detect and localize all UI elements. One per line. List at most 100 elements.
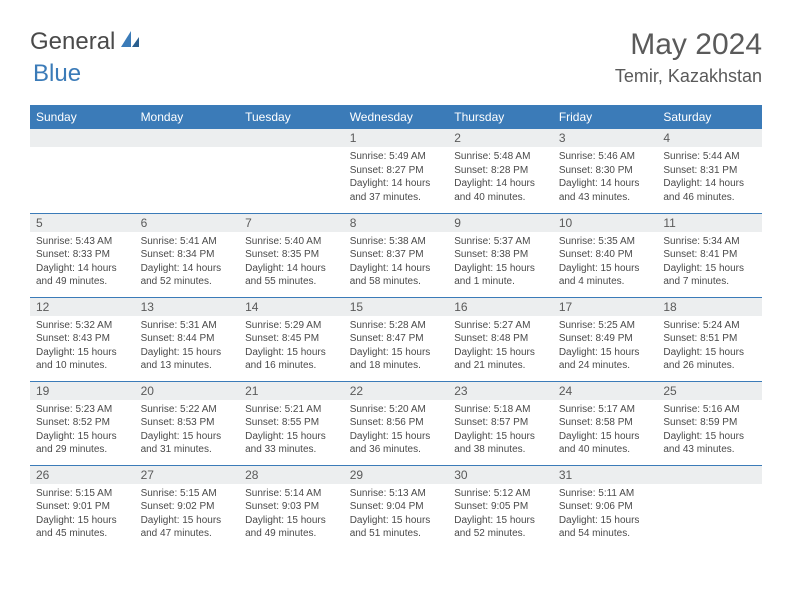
day-detail-line: and 51 minutes. [350,527,443,541]
weekday-header-row: SundayMondayTuesdayWednesdayThursdayFrid… [30,105,762,129]
day-detail-line: Sunrise: 5:38 AM [350,235,443,249]
day-detail: Sunrise: 5:32 AMSunset: 8:43 PMDaylight:… [30,316,135,376]
calendar-cell: 31Sunrise: 5:11 AMSunset: 9:06 PMDayligh… [553,465,658,549]
day-number: 11 [657,214,762,232]
day-detail-line [141,164,234,178]
day-detail-line: Sunset: 8:35 PM [245,248,338,262]
day-detail-line: Sunset: 8:40 PM [559,248,652,262]
day-number: 24 [553,382,658,400]
day-detail-line: Sunset: 8:45 PM [245,332,338,346]
day-number: 29 [344,466,449,484]
day-detail-line: Daylight: 15 hours [36,430,129,444]
day-detail-line: and 24 minutes. [559,359,652,373]
day-number: 19 [30,382,135,400]
day-detail: Sunrise: 5:48 AMSunset: 8:28 PMDaylight:… [448,147,553,207]
day-detail-line: Daylight: 15 hours [245,346,338,360]
day-number: 12 [30,298,135,316]
day-number: 27 [135,466,240,484]
brand-logo: General [30,28,143,56]
day-detail-line: Sunset: 9:02 PM [141,500,234,514]
day-detail-line: and 21 minutes. [454,359,547,373]
day-detail [239,147,344,207]
day-detail-line: Daylight: 14 hours [559,177,652,191]
day-detail-line: Daylight: 15 hours [663,346,756,360]
day-detail-line: Sunrise: 5:23 AM [36,403,129,417]
day-detail-line [36,150,129,164]
day-detail-line: and 7 minutes. [663,275,756,289]
day-detail-line: Daylight: 15 hours [454,346,547,360]
day-detail: Sunrise: 5:16 AMSunset: 8:59 PMDaylight:… [657,400,762,460]
day-detail-line: Sunrise: 5:40 AM [245,235,338,249]
calendar-page: General May 2024 Temir, Kazakhstan Blue … [0,0,792,569]
day-number: 16 [448,298,553,316]
calendar-cell: 27Sunrise: 5:15 AMSunset: 9:02 PMDayligh… [135,465,240,549]
day-detail-line: and 40 minutes. [454,191,547,205]
day-detail-line: and 4 minutes. [559,275,652,289]
title-block: May 2024 Temir, Kazakhstan [615,28,762,87]
day-detail: Sunrise: 5:15 AMSunset: 9:01 PMDaylight:… [30,484,135,544]
day-detail: Sunrise: 5:13 AMSunset: 9:04 PMDaylight:… [344,484,449,544]
weekday-header: Saturday [657,105,762,129]
day-detail: Sunrise: 5:34 AMSunset: 8:41 PMDaylight:… [657,232,762,292]
calendar-cell: 6Sunrise: 5:41 AMSunset: 8:34 PMDaylight… [135,213,240,297]
calendar-cell: . [239,129,344,213]
day-detail-line: Sunset: 8:27 PM [350,164,443,178]
day-detail: Sunrise: 5:22 AMSunset: 8:53 PMDaylight:… [135,400,240,460]
day-detail-line: Daylight: 15 hours [245,514,338,528]
day-detail-line: and 38 minutes. [454,443,547,457]
day-detail-line: and 40 minutes. [559,443,652,457]
day-detail-line: Daylight: 15 hours [245,430,338,444]
day-detail: Sunrise: 5:40 AMSunset: 8:35 PMDaylight:… [239,232,344,292]
day-detail-line: Sunset: 8:44 PM [141,332,234,346]
day-detail-line: Sunset: 8:38 PM [454,248,547,262]
day-detail-line [663,527,756,541]
calendar-cell: 28Sunrise: 5:14 AMSunset: 9:03 PMDayligh… [239,465,344,549]
calendar-cell: . [30,129,135,213]
day-number: 22 [344,382,449,400]
day-detail-line: Daylight: 14 hours [350,262,443,276]
day-detail-line: Daylight: 15 hours [559,262,652,276]
day-detail-line: and 26 minutes. [663,359,756,373]
calendar-cell: 8 Sunrise: 5:38 AMSunset: 8:37 PMDaylight… [344,213,449,297]
day-detail-line: Sunrise: 5:48 AM [454,150,547,164]
day-detail-line: Sunrise: 5:12 AM [454,487,547,501]
day-detail-line: and 1 minute. [454,275,547,289]
weekday-header: Friday [553,105,658,129]
day-detail-line: Sunrise: 5:21 AM [245,403,338,417]
day-detail: Sunrise: 5:12 AMSunset: 9:05 PMDaylight:… [448,484,553,544]
calendar-cell: 9Sunrise: 5:37 AMSunset: 8:38 PMDaylight… [448,213,553,297]
calendar-cell: 24Sunrise: 5:17 AMSunset: 8:58 PMDayligh… [553,381,658,465]
day-detail-line: and 31 minutes. [141,443,234,457]
day-number: 8 [344,214,449,232]
day-detail-line: Sunset: 9:05 PM [454,500,547,514]
day-detail-line: and 37 minutes. [350,191,443,205]
day-number: 23 [448,382,553,400]
day-detail-line [36,191,129,205]
calendar-cell: 13Sunrise: 5:31 AMSunset: 8:44 PMDayligh… [135,297,240,381]
day-number: 10 [553,214,658,232]
day-detail-line: Daylight: 14 hours [350,177,443,191]
day-detail-line: Sunset: 8:58 PM [559,416,652,430]
month-title: May 2024 [615,28,762,62]
day-detail-line: Sunset: 8:53 PM [141,416,234,430]
day-detail-line: Daylight: 15 hours [141,430,234,444]
day-detail-line: Sunset: 8:59 PM [663,416,756,430]
day-detail: Sunrise: 5:27 AMSunset: 8:48 PMDaylight:… [448,316,553,376]
day-detail-line: Sunset: 8:37 PM [350,248,443,262]
day-detail-line: Sunset: 8:41 PM [663,248,756,262]
day-number: 15 [344,298,449,316]
weekday-header: Monday [135,105,240,129]
day-detail-line: Sunset: 8:51 PM [663,332,756,346]
weekday-header: Tuesday [239,105,344,129]
day-detail-line: and 13 minutes. [141,359,234,373]
day-detail-line: Sunset: 8:52 PM [36,416,129,430]
day-detail-line: Sunset: 9:06 PM [559,500,652,514]
day-detail: Sunrise: 5:35 AMSunset: 8:40 PMDaylight:… [553,232,658,292]
calendar-cell: 25Sunrise: 5:16 AMSunset: 8:59 PMDayligh… [657,381,762,465]
day-detail-line: Sunrise: 5:15 AM [141,487,234,501]
day-detail [135,147,240,207]
day-detail-line: Daylight: 14 hours [663,177,756,191]
calendar-cell: 1Sunrise: 5:49 AMSunset: 8:27 PMDaylight… [344,129,449,213]
day-detail-line: and 49 minutes. [245,527,338,541]
day-detail-line [36,177,129,191]
